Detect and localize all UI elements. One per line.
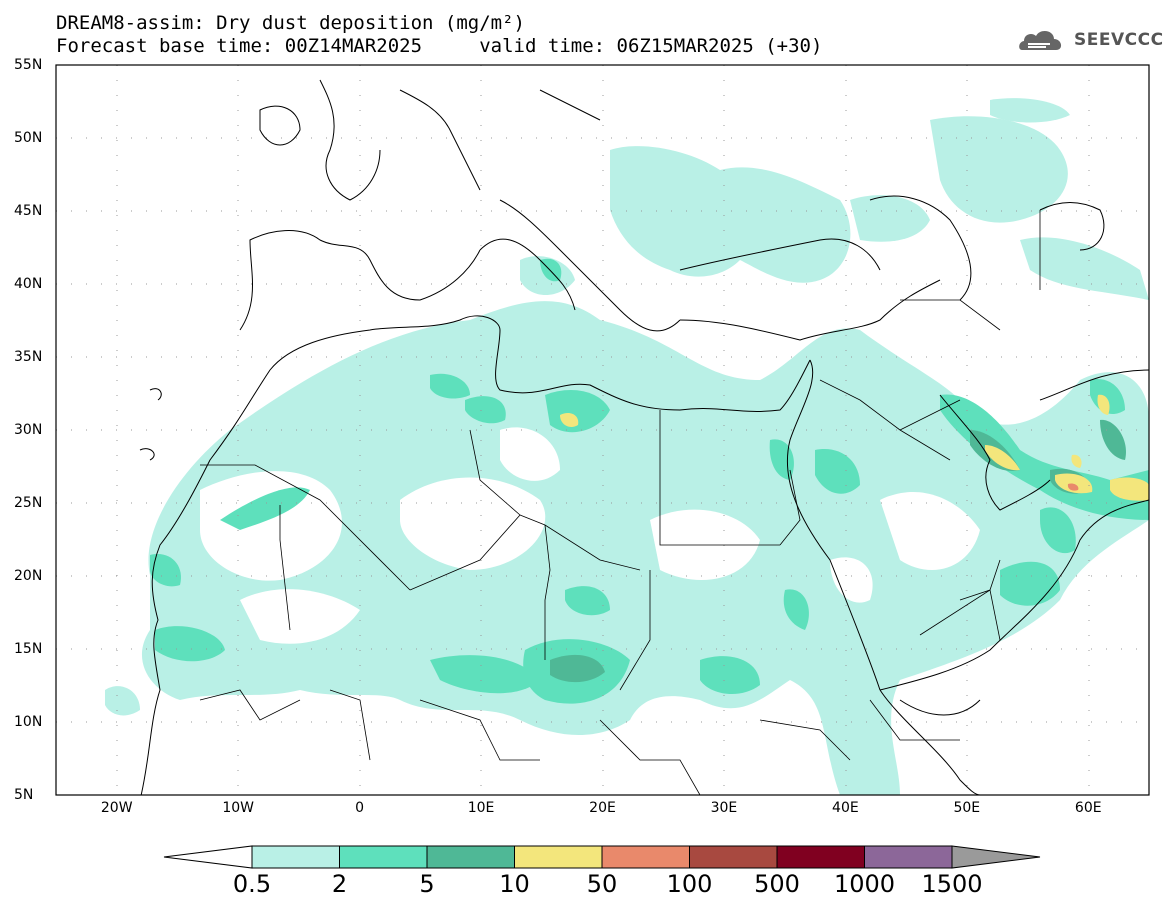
forecast-times: Forecast base time: 00Z14MAR2025 valid t… [56,35,823,57]
country-borders [199,210,1041,795]
colorbar-segment [689,845,778,869]
lat-label: 55N [14,57,43,73]
colorbar-segment [951,845,1041,869]
lon-label: 30E [710,800,738,816]
colorbar-label: 50 [586,870,618,898]
colorbar-label: 1000 [833,870,896,898]
colorbar-label: 2 [331,870,348,898]
lon-label: 0 [355,800,365,816]
lat-label: 35N [14,349,43,365]
seevccc-logo: SEEVCCC [1074,30,1164,50]
colorbar-segment [163,845,253,869]
map-area [56,65,1149,795]
colorbar-segment [776,845,865,869]
contour-fill-10 [560,394,1149,501]
lat-label: 45N [14,203,43,219]
colorbar-segment [426,845,515,869]
lat-label: 10N [14,714,43,730]
contour-fill-2 [150,258,1149,704]
colorbar-segment [339,845,428,869]
colorbar-label: 1500 [921,870,983,898]
colorbar-segment [514,845,603,869]
lon-label: 10W [222,800,254,816]
lat-label: 25N [14,495,43,511]
contour-gaps [200,427,980,644]
lon-label: 20W [100,800,133,816]
coastlines [139,79,1149,795]
lat-label: 20N [14,568,43,584]
lat-label: 15N [14,641,43,657]
map-title: DREAM8-assim: Dry dust deposition (mg/m²… [56,12,525,34]
colorbar-label: 500 [754,870,800,898]
lat-label: 5N [14,787,34,803]
lat-label: 50N [14,130,43,146]
lat-label: 40N [14,276,43,292]
colorbar-segment [251,845,340,869]
lon-label: 20E [589,800,616,816]
colorbar-label: 5 [419,870,435,898]
lon-label: 10E [467,800,495,816]
colorbar [163,845,1041,869]
colorbar-label: 100 [666,870,713,898]
colorbar-segment [864,845,953,869]
colorbar-label: 0.5 [232,870,272,898]
lon-label: 60E [1074,800,1102,816]
cloud-icon [1019,30,1062,50]
colorbar-label: 10 [499,870,530,898]
lat-label: 30N [14,422,43,438]
lon-label: 40E [832,800,859,816]
contour-fill-0-5 [105,98,1149,795]
colorbar-segment [601,845,690,869]
map-frame [55,64,1150,796]
lon-label: 50E [953,800,981,816]
contour-fill-50 [1067,483,1079,491]
